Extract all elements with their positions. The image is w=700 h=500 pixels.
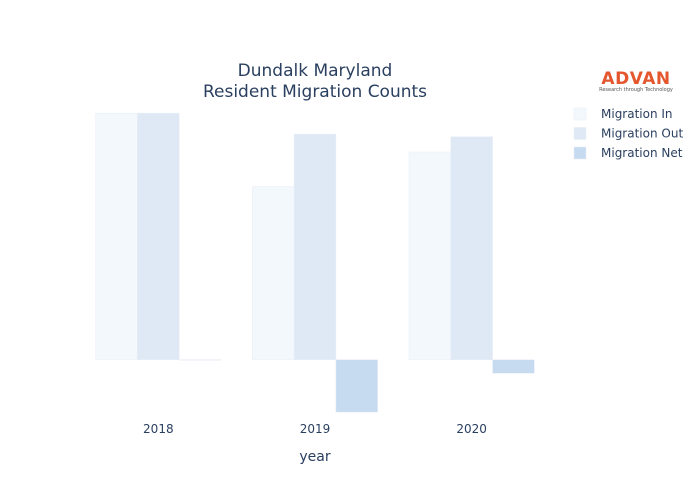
bar-migration-in-2018[interactable] bbox=[95, 112, 138, 360]
bar-migration-in-2020[interactable] bbox=[408, 151, 452, 360]
x-axis-ticks: 2018 2019 2020 bbox=[143, 422, 487, 436]
x-axis-title: year bbox=[299, 449, 330, 465]
legend-swatch bbox=[573, 107, 587, 121]
x-tick-label-2020: 2020 bbox=[456, 422, 487, 436]
bar-migration-net-2020[interactable] bbox=[492, 359, 535, 374]
bar-migration-out-2018[interactable] bbox=[137, 112, 180, 360]
logo-tagline: Research through Technology bbox=[599, 87, 673, 93]
x-tick-label-2019: 2019 bbox=[300, 422, 331, 436]
bar-migration-net-2018[interactable] bbox=[178, 359, 222, 361]
legend-item-migration-net[interactable]: Migration Net bbox=[573, 146, 683, 160]
legend[interactable]: Migration In Migration Out Migration Net bbox=[573, 107, 683, 160]
bar-migration-net-2019[interactable] bbox=[335, 359, 378, 413]
logo-name: ADVAN bbox=[601, 69, 670, 89]
legend-label: Migration Net bbox=[601, 146, 683, 160]
legend-swatch bbox=[573, 146, 587, 160]
legend-item-migration-out[interactable]: Migration Out bbox=[573, 127, 683, 141]
x-tick-label-2018: 2018 bbox=[143, 422, 174, 436]
plot-bars bbox=[95, 112, 535, 413]
legend-swatch bbox=[573, 127, 587, 140]
chart-title-line-2: Resident Migration Counts bbox=[203, 82, 427, 102]
legend-label: Migration Out bbox=[601, 127, 683, 141]
advan-logo: ADVAN Research through Technology bbox=[599, 69, 673, 93]
bar-migration-in-2019[interactable] bbox=[252, 186, 295, 360]
chart-title-line-1: Dundalk Maryland bbox=[238, 61, 393, 81]
legend-label: Migration In bbox=[601, 107, 673, 121]
chart-title: Dundalk Maryland Resident Migration Coun… bbox=[203, 61, 427, 102]
legend-item-migration-in[interactable]: Migration In bbox=[573, 107, 673, 121]
bar-migration-out-2019[interactable] bbox=[293, 133, 337, 360]
bar-migration-out-2020[interactable] bbox=[450, 136, 493, 360]
